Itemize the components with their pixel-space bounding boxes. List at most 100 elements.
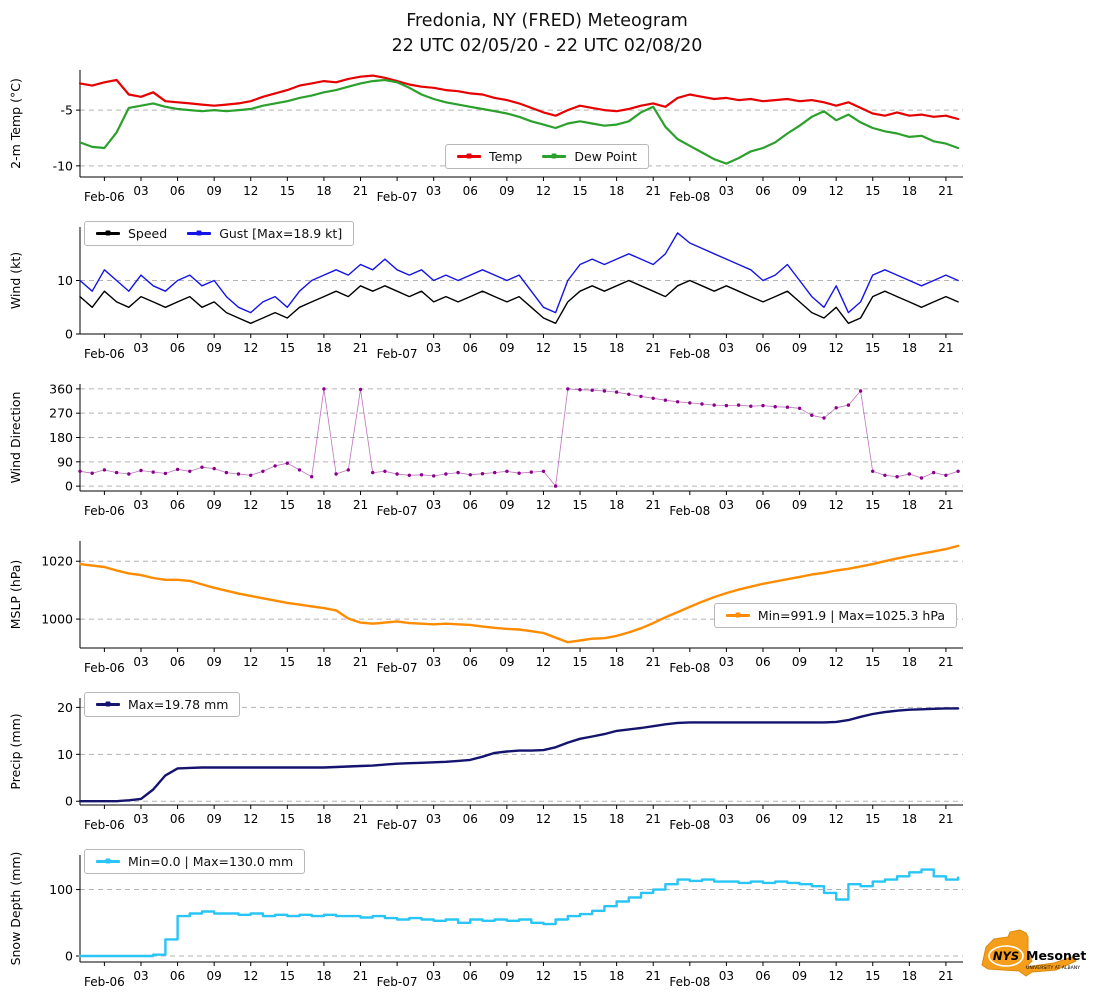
direction-marker xyxy=(249,473,253,477)
x-tick-label: 12 xyxy=(243,184,258,198)
x-tick-label: 03 xyxy=(133,655,148,669)
direction-marker xyxy=(688,400,692,405)
x-tick-label: 21 xyxy=(353,969,368,983)
direction-marker xyxy=(761,403,765,408)
meteogram-panels: -5 -10 Feb-06 03 06 09 12 15 18 21 Feb-07 03 06 09 12 1… xyxy=(0,60,1094,1001)
x-tick-label: 06 xyxy=(463,655,478,669)
x-tick-label: Feb-06 xyxy=(84,347,125,361)
x-tick-label: 12 xyxy=(536,184,551,198)
x-tick-label: 03 xyxy=(719,341,734,355)
x-tick-label: 03 xyxy=(426,969,441,983)
direction-marker xyxy=(895,474,899,479)
x-tick-label: 12 xyxy=(243,812,258,826)
y-tick-label: 0 xyxy=(65,948,73,963)
x-tick-label: Feb-08 xyxy=(669,504,710,518)
direction-marker xyxy=(90,471,94,475)
x-tick-label: 09 xyxy=(207,655,222,669)
direction-marker xyxy=(175,467,180,471)
x-tick-label: 21 xyxy=(938,655,953,669)
direction-marker xyxy=(712,403,716,407)
x-tick-label: 12 xyxy=(536,341,551,355)
direction-marker xyxy=(188,469,192,473)
x-tick-label: 21 xyxy=(938,969,953,983)
x-tick-label: 15 xyxy=(280,498,295,512)
x-tick-label: 18 xyxy=(902,969,917,983)
panel-temp: -5 -10 Feb-06 03 06 09 12 15 18 21 Feb-07 03 06 09 12 1… xyxy=(0,60,1094,217)
direction-marker xyxy=(932,470,936,475)
x-tick-label: 12 xyxy=(829,184,844,198)
legend-wind: Speed Gust [Max=18.9 kt] xyxy=(84,220,355,246)
legend-item: Speed xyxy=(96,226,167,241)
direction-marker xyxy=(346,467,350,472)
direction-marker xyxy=(675,399,680,404)
direction-marker xyxy=(456,470,460,475)
panel-precip: 0 10 20 Feb-06 03 06 09 12 15 18 21 Feb-07 03 06 09 12 1… xyxy=(0,688,1094,845)
x-tick-label: Feb-08 xyxy=(669,975,710,989)
direction-marker xyxy=(785,405,790,409)
logo-university-text: UNIVERSITY AT ALBANY xyxy=(1026,965,1080,971)
x-tick-label: 06 xyxy=(463,969,478,983)
precip-line xyxy=(78,706,960,803)
direction-marker xyxy=(724,403,729,408)
direction-marker xyxy=(736,403,741,407)
x-tick-label: 18 xyxy=(316,969,331,983)
x-tick-label: 15 xyxy=(572,184,587,198)
x-tick-label: 21 xyxy=(646,498,661,512)
x-tick-label: Feb-06 xyxy=(84,818,125,832)
direction-marker xyxy=(773,404,777,409)
direction-marker xyxy=(371,470,375,475)
direction-marker xyxy=(127,472,131,476)
direction-marker xyxy=(407,473,411,477)
legend-precip: Max=19.78 mm xyxy=(84,691,241,717)
legend-label: Speed xyxy=(128,225,168,241)
direction-marker xyxy=(224,470,229,475)
x-tick-label: 21 xyxy=(646,969,661,983)
x-tick-label: Feb-07 xyxy=(377,818,418,832)
x-tick-label: 18 xyxy=(902,812,917,826)
legend-item: Max=19.78 mm xyxy=(96,697,228,712)
legend-marker xyxy=(196,230,202,236)
x-tick-label: 09 xyxy=(207,498,222,512)
direction-marker xyxy=(493,470,497,475)
direction-marker xyxy=(956,469,960,473)
x-tick-label: 12 xyxy=(243,655,258,669)
direction-marker xyxy=(468,472,472,477)
y-tick-label: 20 xyxy=(57,700,73,715)
direction-marker xyxy=(444,472,448,476)
direction-marker xyxy=(480,471,485,476)
panel-wind: 0 10 Feb-06 03 06 09 12 15 18 21 Feb-07 03 06 09 12 15 1… xyxy=(0,217,1094,374)
x-tick-label: 12 xyxy=(829,812,844,826)
x-tick-label: 06 xyxy=(463,184,478,198)
x-tick-label: 12 xyxy=(829,655,844,669)
direction-marker xyxy=(749,404,753,408)
x-tick-label: 15 xyxy=(865,498,880,512)
direction-marker xyxy=(627,392,631,396)
x-tick-label: 09 xyxy=(207,341,222,355)
legend-marker xyxy=(105,701,111,707)
direction-marker xyxy=(114,470,119,475)
x-tick-label: 12 xyxy=(829,498,844,512)
direction-marker xyxy=(505,469,509,473)
x-tick-label: 06 xyxy=(170,655,185,669)
x-tick-label: 03 xyxy=(133,498,148,512)
x-tick-label: 06 xyxy=(170,184,185,198)
y-axis-label: Snow Depth (mm) xyxy=(8,851,23,965)
x-tick-label: 06 xyxy=(755,969,770,983)
x-tick-label: 15 xyxy=(280,184,295,198)
direction-marker xyxy=(163,471,168,475)
y-tick-label: 10 xyxy=(57,747,73,762)
direction-marker xyxy=(541,469,546,473)
x-tick-label: Feb-07 xyxy=(377,975,418,989)
direction-marker xyxy=(944,473,948,477)
x-tick-label: 03 xyxy=(719,655,734,669)
legend-item: Gust [Max=18.9 kt] xyxy=(187,226,342,241)
x-tick-label: 12 xyxy=(243,969,258,983)
x-tick-label: 15 xyxy=(572,969,587,983)
x-tick-label: 09 xyxy=(792,655,807,669)
x-tick-label: 06 xyxy=(170,341,185,355)
x-tick-label: 03 xyxy=(719,498,734,512)
x-tick-label: 09 xyxy=(499,184,514,198)
direction-marker xyxy=(700,402,704,406)
x-tick-label: 18 xyxy=(609,341,624,355)
